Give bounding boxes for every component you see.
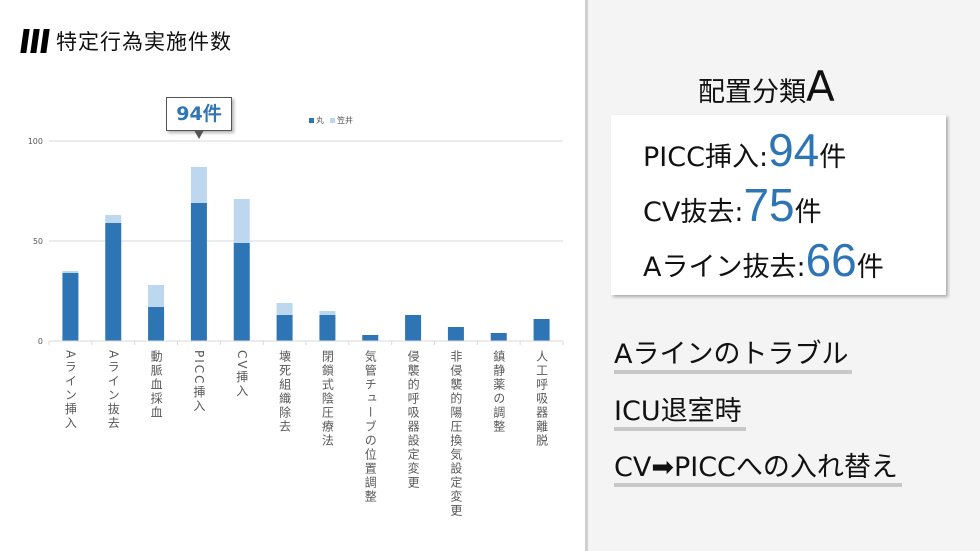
bar-series1 <box>148 307 165 341</box>
summary-panel: 配置分類A PICC挿入:94件 CV抜去:75件 Aライン抜去:66件 Aライ… <box>588 0 980 551</box>
callout-94: 94件 <box>166 97 232 139</box>
page-title: 特定行為実施件数 <box>20 26 232 56</box>
note-icu-discharge: ICU退室時 <box>614 397 746 431</box>
bar-series1 <box>319 315 336 341</box>
divider <box>585 0 588 551</box>
x-category-label: 壊死組織除去 <box>277 350 292 434</box>
summary-row-picc: PICC挿入:94件 <box>643 124 847 176</box>
x-category-label: PICC挿入 <box>191 350 206 414</box>
summary-box: PICC挿入:94件 CV抜去:75件 Aライン抜去:66件 <box>611 115 946 295</box>
bar-series1 <box>276 315 293 341</box>
bar-series2 <box>190 167 207 203</box>
legend-item-0: 丸 <box>309 115 324 126</box>
x-category-label: 侵襲的呼吸器設定変更 <box>406 350 421 490</box>
bar-series2 <box>62 271 79 273</box>
x-category-label: Aライン抜去 <box>106 350 121 431</box>
bar-series1 <box>490 333 507 341</box>
y-tick-label: 0 <box>38 337 43 346</box>
title-bars-icon <box>20 29 50 53</box>
bar-series2 <box>105 215 122 223</box>
chart-legend: 丸 笠井 <box>309 115 353 126</box>
x-category-label: 気管チューブの位置調整 <box>363 350 378 504</box>
x-category-label: CV挿入 <box>234 350 249 399</box>
note-cv-picc-switch: CV➡PICCへの入れ替え <box>614 453 902 487</box>
bar-series1 <box>405 315 422 341</box>
bar-series2 <box>148 285 165 307</box>
bar-series1 <box>105 223 122 341</box>
y-tick-label: 100 <box>28 137 43 146</box>
bar-series1 <box>62 273 79 341</box>
summary-row-aline: Aライン抜去:66件 <box>643 234 884 286</box>
note-aline-trouble: Aラインのトラブル <box>614 340 853 374</box>
bar-series1 <box>233 243 250 341</box>
legend-item-1: 笠井 <box>330 115 353 126</box>
chart-panel: 特定行為実施件数 丸 笠井 0 50 100 Aライン挿入 Aライン抜去 動脈血採血 PI… <box>20 26 564 518</box>
x-category-label: 鎮静薬の調整 <box>491 350 506 434</box>
title-text: 特定行為実施件数 <box>56 30 232 54</box>
bar-series1 <box>533 319 550 341</box>
stacked-bar-chart: 0 50 100 <box>28 137 564 346</box>
bar-series2 <box>233 199 250 243</box>
y-tick-label: 50 <box>33 237 43 246</box>
bar-series1 <box>447 327 464 341</box>
bar-series1 <box>190 203 207 341</box>
x-category-label: 非侵襲的陽圧換気設定変更 <box>448 350 463 518</box>
summary-title: 配置分類A <box>698 62 835 111</box>
x-category-label: Aライン挿入 <box>63 350 78 431</box>
bar-series2 <box>319 311 336 315</box>
x-category-label: 人工呼吸器離脱 <box>534 350 549 448</box>
summary-row-cv: CV抜去:75件 <box>643 179 822 231</box>
x-category-label: 閉鎖式陰圧療法 <box>320 350 335 448</box>
bar-series2 <box>276 303 293 315</box>
x-category-label: 動脈血採血 <box>149 350 164 420</box>
bar-series1 <box>362 335 379 341</box>
